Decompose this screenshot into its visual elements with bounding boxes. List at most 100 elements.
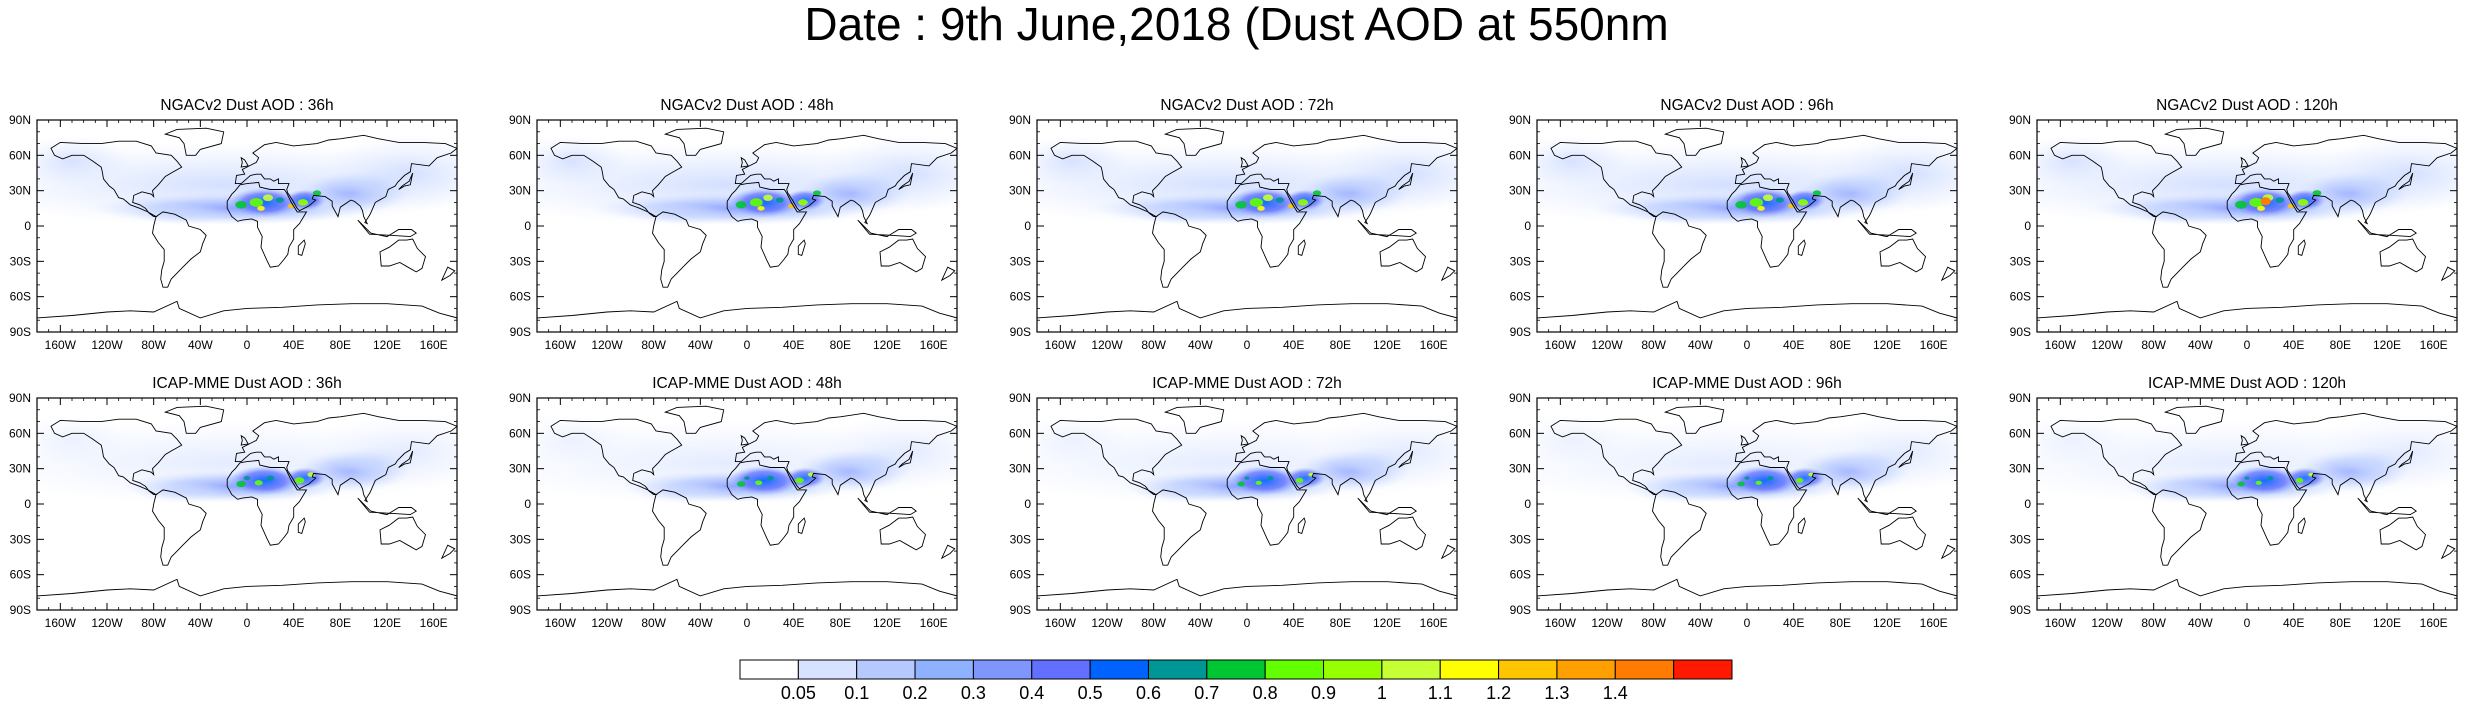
ngacv2-map-96h: NGACv2 Dust AOD : 96h 90N 60N 30N 0 30S 60S 90S…	[1509, 97, 1958, 352]
lon-tick-label: 80E	[1330, 338, 1351, 352]
lat-tick-label: 0	[1524, 219, 1531, 233]
lat-tick-label: 60S	[2010, 290, 2031, 304]
lon-tick-label: 80E	[330, 338, 351, 352]
lon-tick-label: 40E	[783, 338, 804, 352]
lat-tick-label: 90S	[1510, 603, 1531, 617]
colorbar-swatch	[856, 659, 916, 680]
lon-tick-label: 80E	[1830, 616, 1851, 630]
lon-tick-label: 40W	[1688, 338, 1713, 352]
colorbar-label: 0.5	[1078, 683, 1103, 701]
lon-tick-label: 40W	[2188, 616, 2213, 630]
lon-tick-label: 160E	[420, 616, 448, 630]
dust-aod-field	[2037, 405, 2457, 597]
lon-tick-label: 40E	[1783, 616, 1804, 630]
lon-tick-label: 40W	[688, 616, 713, 630]
dust-aod-field	[1037, 405, 1457, 597]
colorbar: 0.05 0.1 0.2 0.3 0.4 0.5 0.6 0.7 0.8 0.9 1 1.1 1.2 1.…	[739, 659, 1733, 701]
lon-tick-label: 0	[744, 338, 751, 352]
lon-tick-label: 160W	[2045, 338, 2077, 352]
lat-tick-label: 90N	[509, 113, 531, 127]
lon-tick-label: 80W	[641, 338, 666, 352]
colorbar-swatch	[739, 659, 799, 680]
dust-aod-field	[2037, 127, 2457, 319]
lon-tick-label: 160E	[920, 338, 948, 352]
lat-tick-label: 30N	[509, 184, 531, 198]
lat-tick-label: 60S	[1010, 290, 1031, 304]
lat-tick-label: 60N	[2009, 148, 2031, 162]
lat-tick-label: 90N	[509, 391, 531, 405]
panel-title: ICAP-MME Dust AOD : 120h	[2148, 375, 2346, 392]
lon-tick-label: 120W	[1091, 338, 1123, 352]
lon-tick-label: 120E	[373, 616, 401, 630]
lon-tick-label: 40E	[283, 338, 304, 352]
dust-aod-field	[1537, 127, 1957, 319]
ngacv2-map-48h: NGACv2 Dust AOD : 48h 90N 60N 30N 0 30S 60S 90S…	[509, 97, 958, 352]
lat-tick-label: 0	[1024, 497, 1031, 511]
lat-tick-label: 60N	[1009, 426, 1031, 440]
lat-tick-label: 90N	[2009, 391, 2031, 405]
lon-tick-label: 80E	[330, 616, 351, 630]
coastlines	[1537, 405, 1957, 597]
lat-tick-label: 60N	[2009, 426, 2031, 440]
lat-tick-label: 30S	[10, 532, 31, 546]
colorbar-swatch	[1614, 659, 1675, 680]
lat-tick-label: 90S	[1510, 325, 1531, 339]
colorbar-swatch	[1323, 659, 1383, 680]
lon-tick-label: 120E	[1873, 338, 1901, 352]
lon-tick-label: 160W	[1545, 338, 1577, 352]
coastlines	[2037, 405, 2457, 597]
colorbar-swatch	[1031, 659, 1091, 680]
colorbar-label: 1.3	[1544, 683, 1569, 701]
lat-tick-label: 60N	[509, 148, 531, 162]
lon-tick-label: 80W	[1641, 338, 1666, 352]
lat-tick-label: 30N	[2009, 184, 2031, 198]
lon-tick-label: 40W	[1188, 616, 1213, 630]
icap-mme-map-120h: ICAP-MME Dust AOD : 120h 90N 60N 30N 0 30S 60S…	[2009, 375, 2458, 630]
lon-tick-label: 120W	[1591, 338, 1623, 352]
lon-tick-label: 40E	[1283, 338, 1304, 352]
colorbar-label: 0.8	[1253, 683, 1278, 701]
lon-tick-label: 160E	[2420, 338, 2448, 352]
coastlines	[37, 127, 457, 319]
colorbar-label: 0.9	[1311, 683, 1336, 701]
colorbar-label: 0.6	[1136, 683, 1161, 701]
lat-tick-label: 90N	[2009, 113, 2031, 127]
colorbar-swatch	[1264, 659, 1325, 680]
lat-tick-label: 30N	[509, 462, 531, 476]
colorbar-label: 0.1	[844, 683, 869, 701]
panel-title: NGACv2 Dust AOD : 36h	[160, 97, 333, 114]
lat-tick-label: 0	[24, 219, 31, 233]
lon-tick-label: 40W	[1688, 616, 1713, 630]
lon-tick-label: 160W	[545, 338, 577, 352]
panel-title: NGACv2 Dust AOD : 48h	[660, 97, 833, 114]
lon-tick-label: 40E	[1283, 616, 1304, 630]
coastlines	[537, 127, 957, 319]
lon-tick-label: 120E	[1373, 338, 1401, 352]
lon-tick-label: 80E	[2330, 616, 2351, 630]
colorbar-label: 0.4	[1019, 683, 1044, 701]
lon-tick-label: 120W	[2091, 338, 2123, 352]
coastlines	[1037, 405, 1457, 597]
lon-tick-label: 160W	[2045, 616, 2077, 630]
lat-tick-label: 90N	[1509, 113, 1531, 127]
colorbar-label: 1.4	[1603, 683, 1628, 701]
lon-tick-label: 80W	[641, 616, 666, 630]
lat-tick-label: 90S	[10, 603, 31, 617]
lat-tick-label: 30S	[10, 254, 31, 268]
colorbar-swatch	[1498, 659, 1558, 680]
lon-tick-label: 40W	[188, 338, 213, 352]
lon-tick-label: 120E	[873, 338, 901, 352]
lat-tick-label: 30S	[2010, 532, 2031, 546]
panel-title: ICAP-MME Dust AOD : 96h	[1652, 375, 1842, 392]
panel-title: NGACv2 Dust AOD : 120h	[2156, 97, 2338, 114]
colorbar-swatch	[1089, 659, 1149, 680]
lat-tick-label: 30S	[2010, 254, 2031, 268]
lat-tick-label: 90S	[10, 325, 31, 339]
icap-mme-map-36h: ICAP-MME Dust AOD : 36h 90N 60N 30N 0 30S 60S 9…	[9, 375, 458, 630]
lon-tick-label: 80W	[2141, 616, 2166, 630]
lon-tick-label: 160E	[1420, 338, 1448, 352]
lat-tick-label: 90N	[9, 391, 31, 405]
lon-tick-label: 160E	[420, 338, 448, 352]
lon-tick-label: 80E	[1330, 616, 1351, 630]
